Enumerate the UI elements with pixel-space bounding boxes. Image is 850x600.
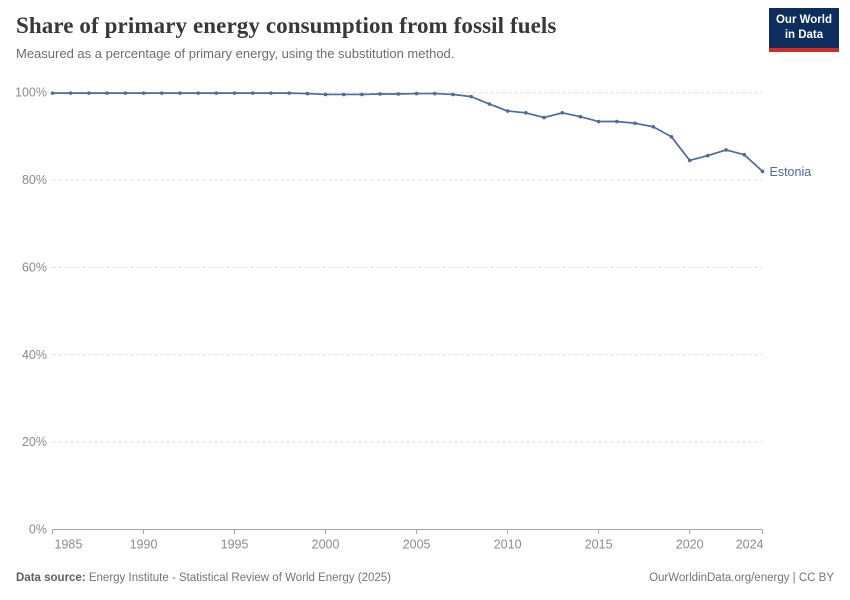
x-tick-label: 2020 (676, 538, 704, 552)
data-point[interactable] (341, 92, 346, 97)
series-line[interactable] (51, 92, 764, 173)
page-subtitle: Measured as a percentage of primary ener… (16, 46, 455, 61)
data-point[interactable] (724, 148, 728, 152)
data-point[interactable] (742, 152, 747, 157)
x-tick-label: 2005 (403, 538, 431, 552)
owid-logo[interactable]: Our World in Data (768, 8, 839, 52)
y-tick-label: 80% (22, 173, 47, 187)
x-tick-label: 2015 (585, 538, 613, 552)
credit-link[interactable]: OurWorldinData.org/energy | CC BY (649, 572, 834, 584)
x-tick-label: 1990 (130, 538, 158, 552)
data-point[interactable] (323, 92, 328, 97)
data-point[interactable] (159, 91, 164, 95)
x-tick-label: 2010 (494, 538, 522, 552)
data-point[interactable] (287, 91, 291, 95)
y-tick-label: 20% (22, 435, 47, 449)
x-tick-label: 1995 (221, 538, 249, 552)
chart-header: Share of primary energy consumption from… (16, 13, 760, 61)
data-point[interactable] (524, 110, 528, 115)
data-point[interactable] (105, 91, 109, 95)
y-tick-label: 0% (29, 523, 47, 537)
data-point[interactable] (250, 91, 255, 95)
data-point[interactable] (141, 91, 146, 95)
data-point[interactable] (651, 124, 656, 129)
owid-logo-line2: in Data (784, 28, 824, 41)
chart-footer: Data source: Energy Institute - Statisti… (16, 572, 834, 584)
data-point[interactable] (487, 102, 492, 106)
data-point[interactable] (469, 94, 474, 99)
y-tick-label: 40% (22, 348, 47, 362)
data-point[interactable] (760, 169, 765, 174)
data-point[interactable] (687, 158, 692, 163)
data-point[interactable] (269, 91, 273, 95)
y-tick-label: 60% (22, 260, 47, 274)
data-point[interactable] (615, 119, 619, 124)
data-point[interactable] (196, 91, 200, 95)
page-title: Share of primary energy consumption from… (16, 13, 557, 38)
series-end-label[interactable]: Estonia (770, 165, 812, 179)
data-point[interactable] (50, 91, 55, 95)
data-point[interactable] (232, 91, 237, 95)
data-point[interactable] (414, 91, 419, 96)
data-point[interactable] (178, 91, 182, 95)
data-point[interactable] (706, 153, 710, 158)
x-tick-label: 1985 (55, 538, 83, 552)
y-tick-label: 100% (15, 86, 47, 100)
data-point[interactable] (305, 91, 310, 96)
x-tick-label: 2000 (312, 538, 340, 552)
data-point[interactable] (451, 92, 455, 97)
data-point[interactable] (214, 91, 219, 95)
data-source-text: Energy Institute - Statistical Review of… (85, 572, 391, 584)
data-point[interactable] (433, 91, 437, 96)
data-point[interactable] (560, 110, 565, 115)
data-source: Data source: Energy Institute - Statisti… (16, 572, 391, 584)
data-point[interactable] (578, 114, 583, 119)
data-point[interactable] (542, 115, 546, 120)
data-point[interactable] (123, 91, 128, 95)
data-point[interactable] (378, 92, 382, 96)
data-source-label: Data source: (16, 572, 86, 584)
data-point[interactable] (505, 109, 510, 113)
data-point[interactable] (68, 91, 73, 95)
data-point[interactable] (87, 91, 91, 95)
data-point[interactable] (360, 92, 364, 97)
data-point[interactable] (633, 121, 637, 126)
data-point[interactable] (596, 119, 601, 124)
data-point[interactable] (669, 135, 674, 139)
x-tick-label: 2024 (736, 538, 764, 552)
owid-logo-line1: Our World (775, 14, 832, 26)
data-point[interactable] (396, 92, 401, 96)
